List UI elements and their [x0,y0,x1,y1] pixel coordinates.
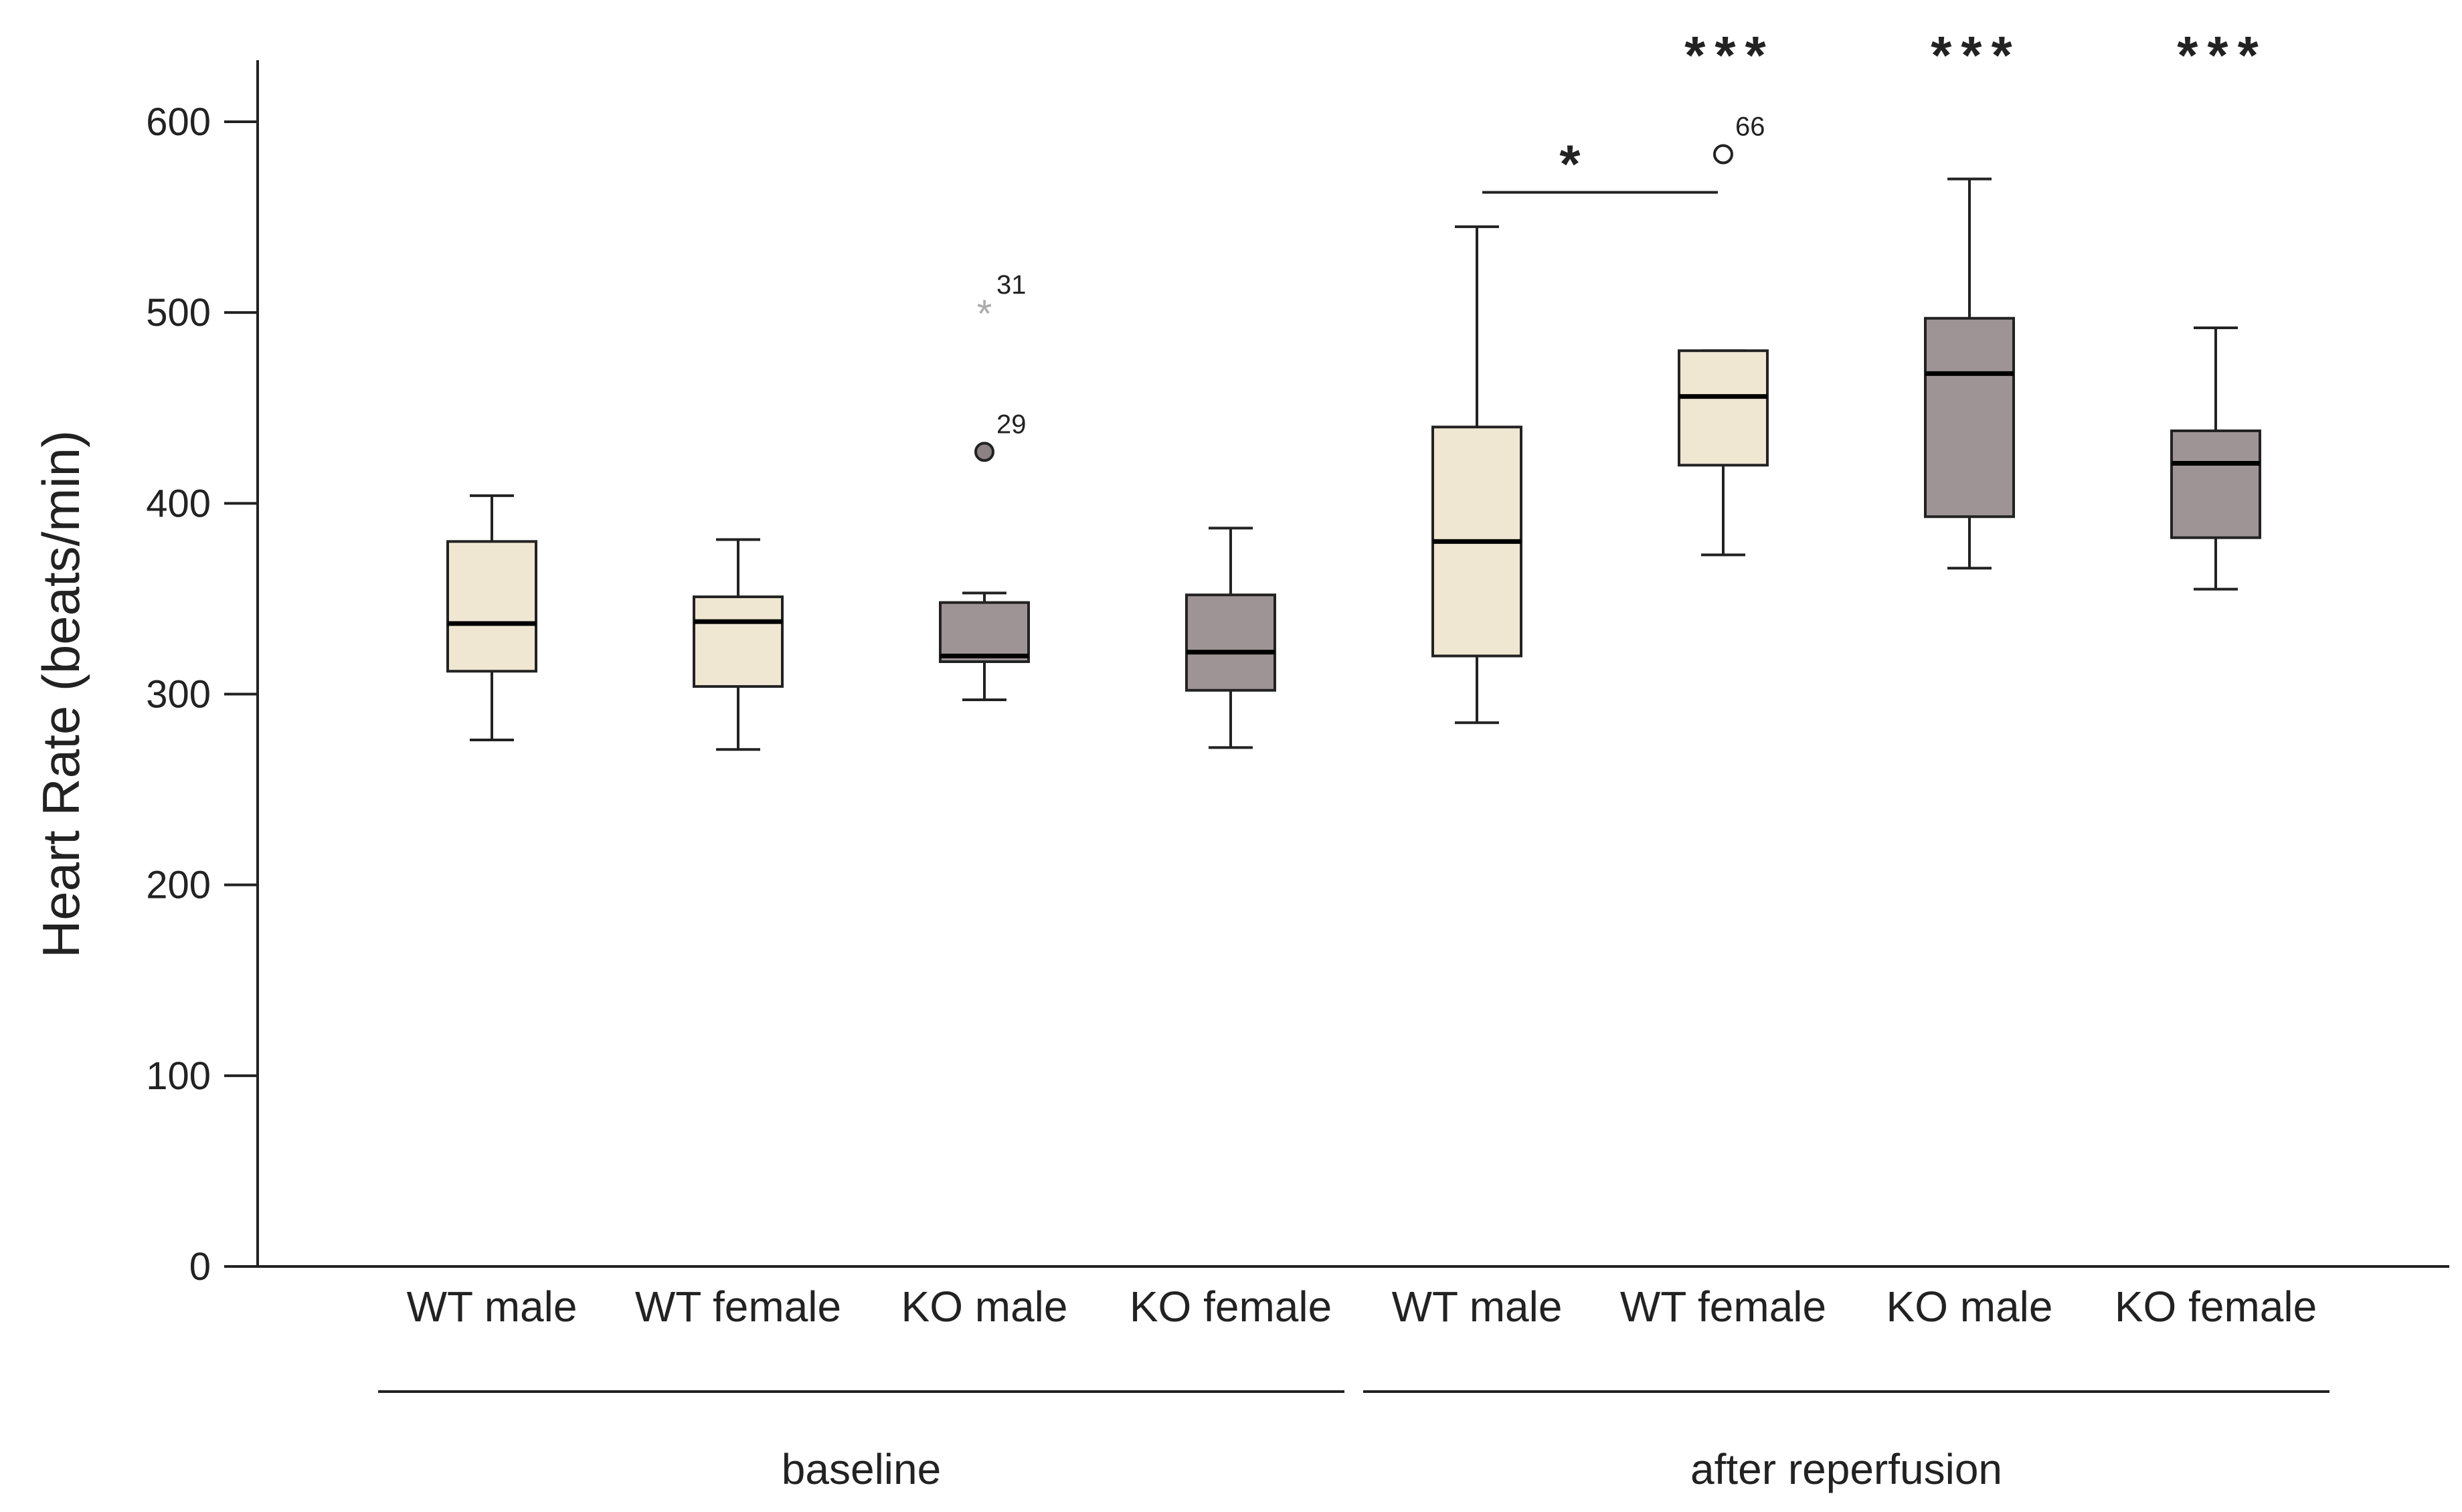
y-tick-label: 100 [146,1054,211,1098]
group-label: baseline [782,1445,941,1493]
y-tick-label: 200 [146,864,211,907]
iqr-box [1924,316,2015,518]
outlier-label: 29 [996,409,1027,439]
box-0 [446,494,537,741]
box-3 [1185,527,1276,749]
iqr-box [2170,429,2261,539]
iqr-box [1678,349,1769,467]
y-tick-label: 300 [146,673,211,717]
category-label: KO male [901,1283,1068,1331]
significance-markers: *** *** **** [1482,25,2267,194]
significance-label: *** [2177,25,2267,85]
iqr-box [1185,593,1276,692]
category-label: WT female [635,1283,841,1331]
outlier-label: 31 [996,270,1027,300]
iqr-box [939,601,1030,664]
category-label: KO female [2115,1283,2317,1331]
iqr-box [446,540,537,673]
significance-label: *** [1931,25,2021,85]
outlier-marker [1713,144,1733,165]
box-5: 66 [1678,112,1769,557]
outlier-label: 66 [1735,112,1765,141]
box-6 [1924,177,2015,570]
significance-label: *** [1684,25,1775,85]
y-tick-label: 400 [146,482,211,525]
y-axis-label: Heart Rate (beats/min) [31,430,90,958]
box-4 [1431,225,1522,725]
category-labels: WT male WT female KO male KO female WT male W… [407,1283,2317,1331]
y-tick-label: 0 [189,1245,211,1289]
category-label: WT female [1620,1283,1826,1331]
box-2: *31 29 [939,270,1030,702]
category-label: KO male [1886,1283,2053,1331]
group-labels: baseline after reperfusion [378,1390,2329,1493]
category-label: KO female [1130,1283,1332,1331]
category-label: WT male [1392,1283,1563,1331]
box-1 [693,538,784,751]
iqr-box [693,595,784,688]
outlier-marker [974,442,994,462]
extreme-outlier-marker: * [977,292,992,336]
y-ticks: 0 100 200 300 400 500 600 [146,100,258,1289]
y-tick-label: 600 [146,100,211,144]
y-tick-label: 500 [146,291,211,335]
box-7 [2170,326,2261,591]
category-label: WT male [407,1283,578,1331]
significance-label: * [1559,134,1581,194]
axes [256,60,2449,1268]
group-label: after reperfusion [1690,1445,2002,1493]
